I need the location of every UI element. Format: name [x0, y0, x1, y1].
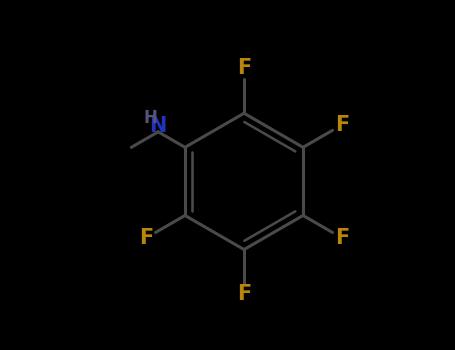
Text: N: N [150, 116, 167, 136]
Text: H: H [143, 109, 157, 127]
Text: F: F [237, 58, 251, 78]
Text: F: F [139, 228, 153, 248]
Text: F: F [237, 285, 251, 304]
Text: F: F [335, 228, 349, 248]
Text: F: F [335, 115, 349, 135]
